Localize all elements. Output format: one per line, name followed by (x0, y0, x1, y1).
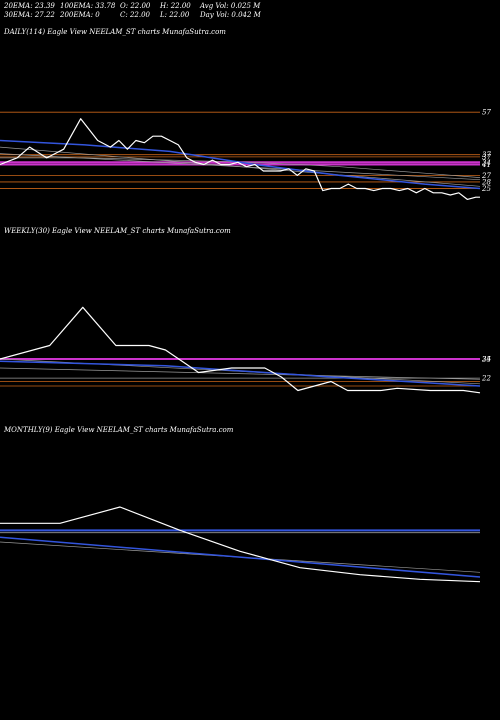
monthly-panel-title: MONTHLY(9) Eagle View NEELAM_ST charts M… (4, 426, 234, 434)
header-ema20: 20EMA: 23.39 (4, 2, 55, 10)
daily-panel-title: DAILY(114) Eagle View NEELAM_ST charts M… (4, 28, 226, 36)
trend-line-0-2 (0, 157, 481, 178)
header-open: O: 22.00 (120, 2, 151, 10)
tick-label-1-1: 25 (481, 356, 491, 364)
ema-line-1-1 (0, 360, 481, 387)
header-day-vol: Day Vol: 0.042 M (200, 11, 261, 19)
header-ema200: 200EMA: 0 (60, 11, 100, 19)
tick-label-0-5: 27 (481, 172, 491, 180)
header-close: C: 22.00 (120, 11, 150, 19)
tick-label-1-2: 22 (481, 375, 491, 383)
tick-label-0-7: 25 (481, 185, 491, 193)
header-avg-vol: Avg Vol: 0.025 M (200, 2, 261, 10)
weekly-panel-title: WEEKLY(30) Eagle View NEELAM_ST charts M… (4, 227, 231, 235)
trend-line-0-4 (0, 153, 481, 181)
tick-label-0-0: 57 (482, 109, 491, 117)
price-line-1-0 (0, 306, 481, 394)
header-low: L: 22.00 (160, 11, 190, 19)
trend-line-1-3 (0, 367, 481, 380)
tick-label-0-4: 41 (481, 161, 491, 169)
price-line-0-0 (0, 118, 480, 200)
tick-label-0-1: 37 (482, 151, 491, 159)
tick-label-1-0: 34 (482, 356, 491, 364)
header-ema100: 100EMA: 33.78 (60, 2, 116, 10)
header-ema30: 30EMA: 27.22 (4, 11, 55, 19)
price-line-2-0 (0, 506, 481, 583)
tick-label-0-6: 28 (481, 178, 491, 186)
tick-label-0-2: 37 (482, 153, 491, 161)
header-high: H: 22.00 (160, 2, 191, 10)
tick-label-0-3: 34 (482, 159, 491, 167)
ema-line-2-1 (0, 536, 481, 578)
